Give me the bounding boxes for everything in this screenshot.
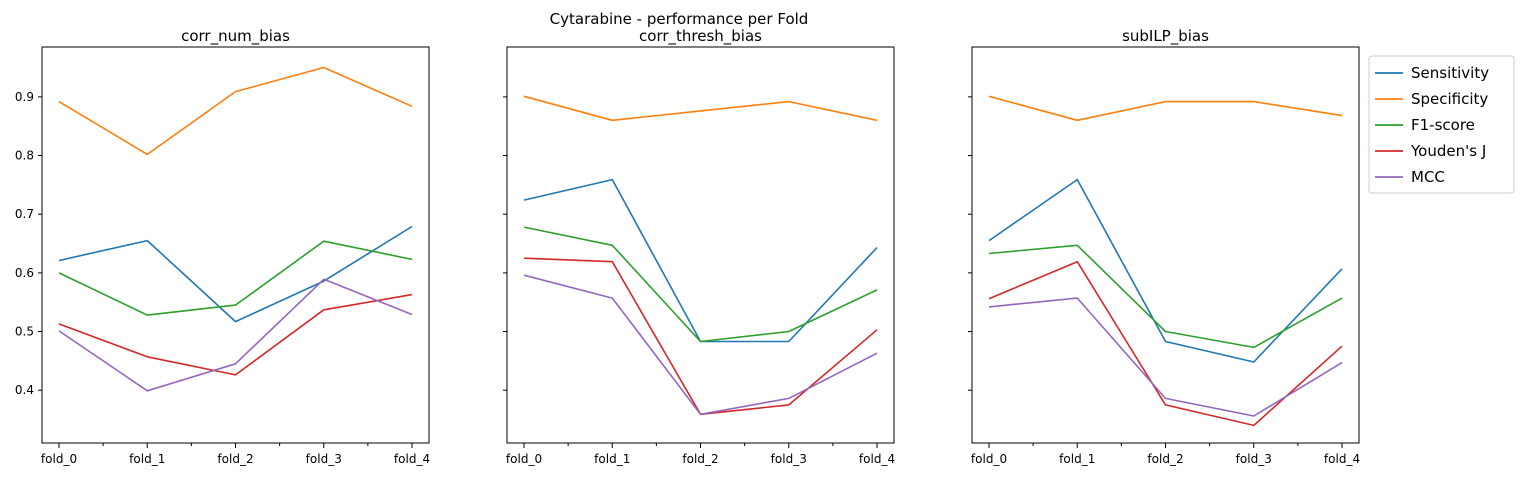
y-tick-label: 0.8 (15, 149, 34, 163)
x-tick-label: fold_3 (771, 452, 807, 466)
series-line-mcc (58, 278, 413, 392)
legend-entry: Sensitivity (1375, 64, 1489, 82)
legend-entry: Youden's J (1375, 142, 1486, 160)
panels: corr_num_bias 0.4 0.5 0.6 0.7 0.8 0.9 fold_0 fol… (15, 27, 1360, 466)
series-line-youden-s-j (988, 260, 1343, 427)
panel-title: subILP_bias (1122, 27, 1209, 46)
series-line-specificity (58, 66, 413, 156)
legend: Sensitivity Specificity F1-score Youden's J… (1368, 55, 1515, 194)
series-line-sensitivity (988, 178, 1343, 363)
series-line-sensitivity (58, 225, 413, 323)
x-tick-label: fold_4 (859, 452, 895, 466)
series-line-f1-score (523, 226, 878, 343)
series-line-youden-s-j (523, 257, 878, 416)
legend-label: Specificity (1411, 90, 1488, 108)
x-tick-label: fold_3 (1236, 452, 1272, 466)
series-line-mcc (523, 274, 878, 416)
series-line-f1-score (58, 240, 413, 316)
series-line-specificity (988, 95, 1343, 122)
x-tick-label: fold_0 (41, 452, 77, 466)
x-tick-label: fold_2 (217, 452, 253, 466)
axes-frame (506, 46, 895, 444)
x-tick-label: fold_0 (971, 452, 1007, 466)
panel-corr_thresh_bias: corr_thresh_bias fold_0 fold_1 fold_2 fold_3… (503, 27, 895, 466)
y-tick-label: 0.7 (15, 207, 34, 221)
x-tick-label: fold_2 (682, 452, 718, 466)
axes-frame (971, 46, 1360, 444)
y-tick-label: 0.9 (15, 90, 34, 104)
legend-box (1368, 55, 1515, 194)
x-tick-label: fold_1 (594, 452, 630, 466)
x-tick-label: fold_4 (1324, 452, 1360, 466)
panel-subILP_bias: subILP_bias fold_0 fold_1 fold_2 fold_3 fold_… (968, 27, 1360, 466)
series-line-youden-s-j (58, 293, 413, 376)
panel-title: corr_num_bias (181, 27, 290, 46)
legend-entry: Specificity (1375, 90, 1488, 108)
legend-entry: F1-score (1375, 116, 1475, 134)
x-tick-label: fold_1 (1059, 452, 1095, 466)
x-tick-label: fold_2 (1147, 452, 1183, 466)
series-line-specificity (523, 95, 878, 122)
legend-label: Sensitivity (1411, 64, 1489, 82)
series-line-mcc (988, 297, 1343, 417)
panel-title: corr_thresh_bias (639, 27, 762, 46)
legend-label: MCC (1411, 168, 1445, 186)
legend-entry: MCC (1375, 168, 1445, 186)
panel-corr_num_bias: corr_num_bias 0.4 0.5 0.6 0.7 0.8 0.9 fold_0 fol… (15, 27, 430, 466)
legend-label: Youden's J (1410, 142, 1486, 160)
y-tick-label: 0.4 (15, 383, 34, 397)
y-tick-label: 0.6 (15, 266, 34, 280)
axes-frame (41, 46, 430, 444)
legend-label: F1-score (1411, 116, 1475, 134)
x-tick-label: fold_1 (129, 452, 165, 466)
x-tick-label: fold_3 (306, 452, 342, 466)
figure-title: Cytarabine - performance per Fold (550, 10, 809, 28)
x-tick-label: fold_0 (506, 452, 542, 466)
series-line-f1-score (988, 244, 1343, 349)
y-tick-label: 0.5 (15, 325, 34, 339)
x-tick-label: fold_4 (394, 452, 430, 466)
